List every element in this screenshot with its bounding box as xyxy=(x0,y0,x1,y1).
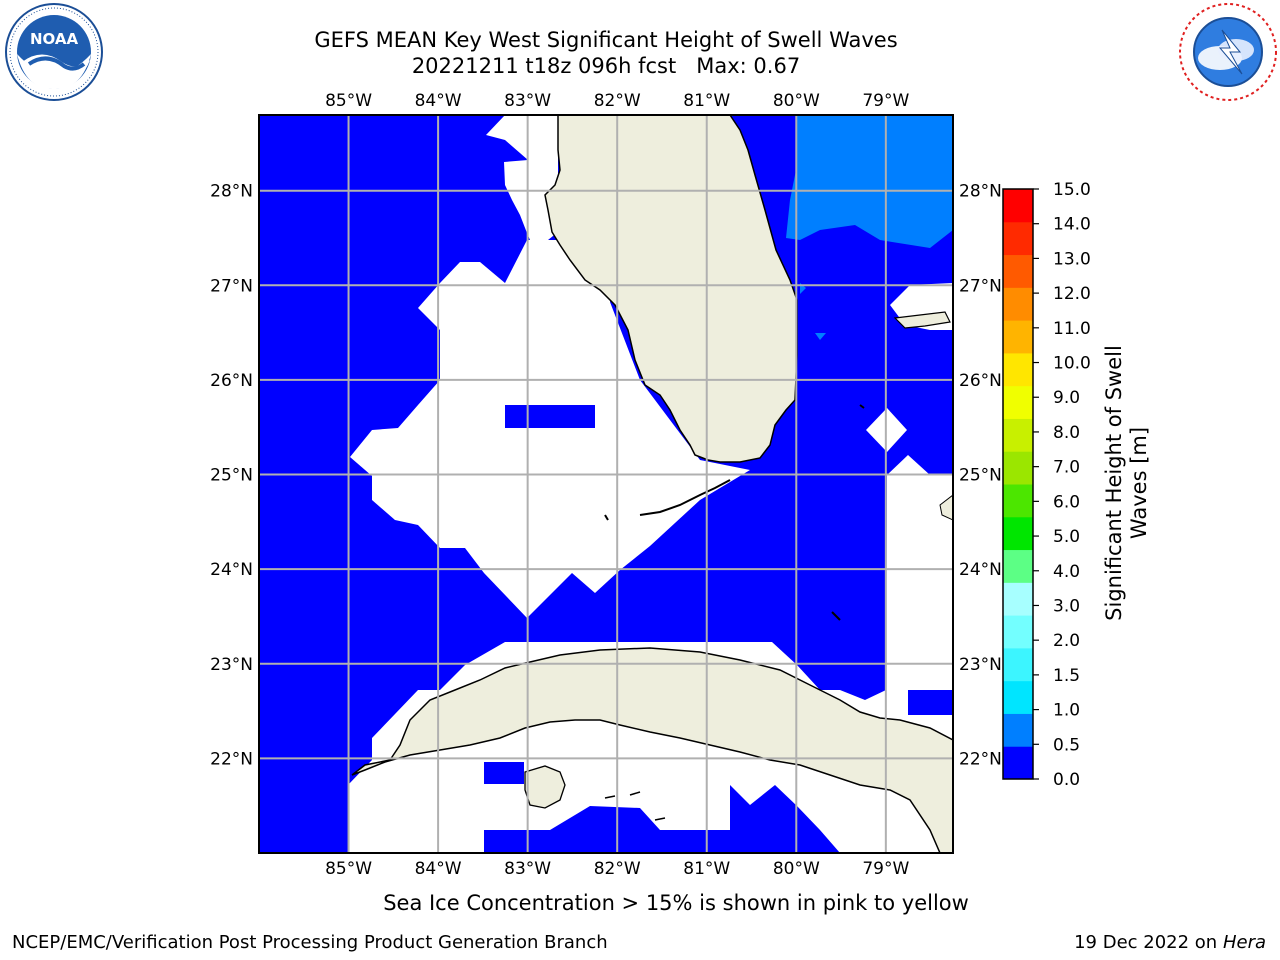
colorbar-tick-label: 3.0 xyxy=(1053,596,1080,616)
nws-logo xyxy=(1178,2,1278,102)
colorbar-segment xyxy=(1003,516,1033,551)
colorbar-segment xyxy=(1003,254,1033,288)
florida-keys xyxy=(639,479,731,516)
lat-tick-label-left: 25°N xyxy=(210,466,253,486)
colorbar-tick-label: 0.5 xyxy=(1053,735,1080,755)
colorbar-segment xyxy=(1003,221,1033,256)
colorbar-tick-label: 15.0 xyxy=(1053,180,1091,200)
map-subtitle: 20221211 t18z 096h fcst Max: 0.67 xyxy=(256,53,956,79)
graticule xyxy=(259,115,953,853)
lat-tick-label-left: 26°N xyxy=(210,371,253,391)
colorbar-segment xyxy=(1003,320,1033,354)
colorbar-tick-label: 2.0 xyxy=(1053,631,1080,651)
colorbar-segment xyxy=(1003,287,1033,321)
lat-tick-label-right: 22°N xyxy=(959,749,1002,769)
colorbar-tick-label: 1.5 xyxy=(1053,666,1080,686)
lat-tick-label-left: 22°N xyxy=(210,749,253,769)
colorbar-tick-label: 9.0 xyxy=(1053,388,1080,408)
lon-tick-label-top: 84°W xyxy=(415,91,462,111)
swell-0.5-1.0-region xyxy=(786,115,953,248)
footer-date: 19 Dec 2022 on Hera xyxy=(1074,932,1266,953)
colorbar-segment xyxy=(1003,615,1033,649)
lon-tick-label-bottom: 81°W xyxy=(683,859,730,879)
colorbar-segment xyxy=(1003,680,1033,714)
forecast-run-label: 20221211 t18z 096h fcst xyxy=(411,54,677,78)
lon-tick-label-bottom: 84°W xyxy=(415,859,462,879)
lon-tick-label-bottom: 80°W xyxy=(773,859,820,879)
colorbar-segment xyxy=(1003,451,1033,485)
colorbar: 0.0 0.5 1.0 1.5 2.0 3.0 4.0 5.0 6.0 7.0 8.0 9.0 10.0… xyxy=(1002,180,1091,790)
colorbar-frame xyxy=(1002,188,1034,780)
lon-tick-label-top: 82°W xyxy=(594,91,641,111)
lon-tick-label-top: 79°W xyxy=(862,91,909,111)
lon-tick-label-top: 81°W xyxy=(683,91,730,111)
colorbar-segment xyxy=(1003,549,1033,583)
colorbar-tick-label: 12.0 xyxy=(1053,284,1091,304)
colorbar-tick-label: 6.0 xyxy=(1053,492,1080,512)
lat-tick-label-right: 26°N xyxy=(959,371,1002,391)
lon-tick-label-top: 80°W xyxy=(773,91,820,111)
lat-tick-label-left: 24°N xyxy=(210,560,253,580)
noaa-logo: NOAA xyxy=(5,3,103,101)
map-title: GEFS MEAN Key West Significant Height of… xyxy=(314,28,898,52)
colorbar-label: Significant Height of Swell Waves [m] xyxy=(1102,345,1151,621)
lon-tick-label-bottom: 79°W xyxy=(862,859,909,879)
lat-tick-label-right: 23°N xyxy=(959,655,1002,675)
lon-tick-label-top: 85°W xyxy=(325,91,372,111)
colorbar-tick-label: 0.0 xyxy=(1053,770,1080,790)
colorbar-tick-label: 14.0 xyxy=(1053,215,1091,235)
colorbar-segment xyxy=(1003,352,1033,387)
masked-gulf-region xyxy=(350,115,750,618)
colorbar-tick-label: 7.0 xyxy=(1053,458,1080,478)
footer-date-text: 19 Dec 2022 on xyxy=(1074,932,1218,953)
lat-tick-label-right: 28°N xyxy=(959,182,1002,202)
colorbar-segment xyxy=(1003,647,1033,682)
colorbar-tick-label: 4.0 xyxy=(1053,562,1080,582)
footer-credit: NCEP/EMC/Verification Post Processing Pr… xyxy=(12,932,608,953)
sea-ice-note: Sea Ice Concentration > 15% is shown in … xyxy=(383,891,969,915)
lat-tick-label-right: 24°N xyxy=(959,560,1002,580)
lon-tick-label-top: 83°W xyxy=(504,91,551,111)
colorbar-tick-label: 5.0 xyxy=(1053,527,1080,547)
colorbar-segment xyxy=(1003,746,1033,780)
lon-tick-label-bottom: 82°W xyxy=(594,859,641,879)
map-frame xyxy=(258,114,954,854)
cuba-landmass xyxy=(351,647,953,853)
lat-tick-label-left: 23°N xyxy=(210,655,253,675)
lat-tick-label-right: 27°N xyxy=(959,276,1002,296)
lat-tick-label-right: 25°N xyxy=(959,466,1002,486)
colorbar-tick-label: 10.0 xyxy=(1053,354,1091,374)
colorbar-tick-label: 13.0 xyxy=(1053,249,1091,269)
lat-tick-label-left: 28°N xyxy=(210,182,253,202)
colorbar-segment xyxy=(1003,582,1033,616)
colorbar-segment xyxy=(1003,385,1033,419)
colorbar-segment xyxy=(1003,484,1033,518)
footer-host: Hera xyxy=(1222,932,1266,953)
max-value-label: Max: 0.67 xyxy=(696,54,801,78)
colorbar-tick-label: 11.0 xyxy=(1053,319,1091,339)
colorbar-tick-label: 8.0 xyxy=(1053,423,1080,443)
colorbar-tick-label: 1.0 xyxy=(1053,701,1080,721)
lon-tick-label-bottom: 83°W xyxy=(504,859,551,879)
noaa-logo-text: NOAA xyxy=(30,30,79,48)
colorbar-segment xyxy=(1003,713,1033,747)
lon-tick-label-bottom: 85°W xyxy=(325,859,372,879)
florida-landmass xyxy=(544,115,798,463)
lat-tick-label-left: 27°N xyxy=(210,276,253,296)
colorbar-segment xyxy=(1003,418,1033,452)
colorbar-segment xyxy=(1003,189,1033,223)
